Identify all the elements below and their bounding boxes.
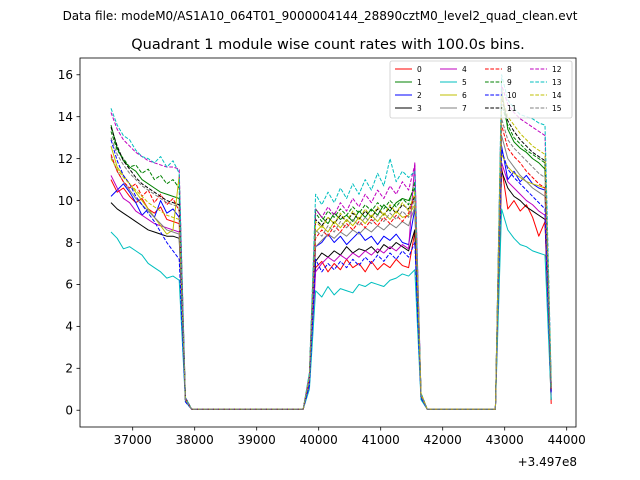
legend-label-2: 2 (417, 91, 422, 100)
series-line-4 (110, 162, 552, 410)
y-tick-label-8: 8 (65, 236, 73, 250)
legend-label-13: 13 (552, 78, 562, 87)
series-line-2 (110, 145, 552, 410)
y-tick-label-10: 10 (58, 194, 73, 208)
legend-label-11: 11 (507, 104, 517, 113)
legend-label-8: 8 (507, 65, 512, 74)
series-line-13 (110, 74, 552, 410)
legend-label-14: 14 (552, 91, 562, 100)
x-tick-label-43000: 43000 (486, 433, 524, 447)
x-tick-label-38000: 38000 (176, 433, 214, 447)
series-line-14 (110, 95, 552, 410)
legend-label-5: 5 (462, 78, 467, 87)
x-tick-label-42000: 42000 (424, 433, 462, 447)
y-tick-label-14: 14 (58, 110, 73, 124)
y-tick-label-16: 16 (58, 68, 73, 82)
legend-label-0: 0 (417, 65, 422, 74)
legend-label-7: 7 (462, 104, 467, 113)
chart-suptitle: Data file: modeM0/AS1A10_064T01_90000041… (63, 9, 578, 23)
series-line-6 (110, 145, 552, 410)
y-tick-label-6: 6 (65, 278, 73, 292)
legend-label-9: 9 (507, 78, 512, 87)
legend-label-3: 3 (417, 104, 422, 113)
legend-label-6: 6 (462, 91, 467, 100)
x-tick-label-37000: 37000 (114, 433, 152, 447)
series-line-15 (110, 118, 552, 410)
x-tick-label-40000: 40000 (300, 433, 338, 447)
legend-label-1: 1 (417, 78, 422, 87)
legend-label-10: 10 (507, 91, 517, 100)
x-tick-label-44000: 44000 (548, 433, 586, 447)
legend-box (389, 60, 573, 119)
y-tick-label-0: 0 (65, 404, 73, 418)
y-tick-label-4: 4 (65, 320, 73, 334)
plot-area (110, 74, 552, 410)
series-line-12 (110, 84, 552, 410)
series-line-10 (110, 139, 552, 410)
axes: 37000 38000 39000 40000 41000 42000 43000 44000… (58, 57, 586, 447)
x-tick-label-39000: 39000 (238, 433, 276, 447)
series-lines (110, 74, 552, 410)
series-line-7 (110, 135, 552, 410)
y-tick-label-12: 12 (58, 152, 73, 166)
legend-label-15: 15 (552, 104, 562, 113)
series-line-1 (110, 88, 552, 410)
x-tick-label-41000: 41000 (362, 433, 400, 447)
legend-label-12: 12 (552, 65, 562, 74)
x-offset-label: +3.497e8 (518, 455, 577, 469)
chart-title: Quadrant 1 module wise count rates with … (131, 37, 525, 53)
y-tick-label-2: 2 (65, 362, 73, 376)
series-line-0 (110, 166, 552, 410)
legend-label-4: 4 (462, 65, 467, 74)
